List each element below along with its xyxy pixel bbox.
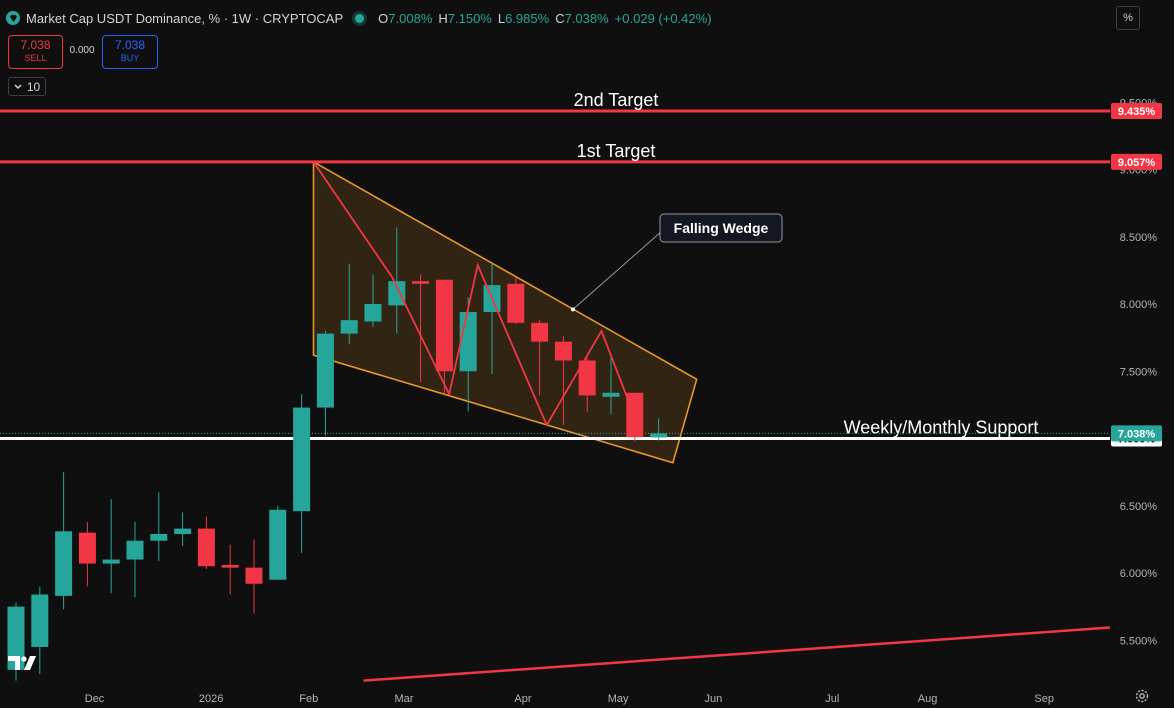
candle-body[interactable] bbox=[55, 531, 73, 596]
candle-body[interactable] bbox=[197, 528, 215, 567]
candle-body[interactable] bbox=[554, 341, 572, 361]
falling-wedge-channel bbox=[312, 160, 698, 464]
buy-label: BUY bbox=[120, 53, 140, 63]
x-tick-label: Jun bbox=[704, 693, 722, 705]
open-value: 7.008% bbox=[388, 10, 433, 26]
high-label: H bbox=[438, 10, 448, 26]
candle-body[interactable] bbox=[245, 567, 263, 584]
level-label: 1st Target bbox=[577, 141, 656, 161]
callout-anchor bbox=[570, 307, 575, 312]
candle-body[interactable] bbox=[435, 279, 453, 372]
logo-icon bbox=[6, 11, 20, 25]
buy-price: 7.038 bbox=[114, 38, 146, 52]
candle-body[interactable] bbox=[78, 532, 96, 564]
y-tick-label: 6.000% bbox=[1120, 568, 1158, 580]
candle-body[interactable] bbox=[388, 281, 406, 306]
close-value: 7.038% bbox=[564, 10, 609, 26]
price-tag-label: 9.057% bbox=[1118, 157, 1156, 169]
sell-label: SELL bbox=[24, 53, 47, 63]
candle-body[interactable] bbox=[340, 320, 358, 334]
price-tag bbox=[1111, 153, 1162, 170]
chevron-down-icon bbox=[14, 83, 22, 89]
low-value: 6.985% bbox=[505, 10, 550, 26]
tradingview-logo-icon bbox=[8, 656, 36, 670]
price-tag bbox=[1111, 425, 1162, 442]
sell-price: 7.038 bbox=[20, 38, 51, 52]
candle-body[interactable] bbox=[316, 333, 334, 408]
candle-body[interactable] bbox=[150, 533, 168, 541]
interval-dropdown[interactable]: 10 bbox=[8, 77, 46, 96]
sell-button[interactable]: 7.038 SELL bbox=[8, 35, 63, 69]
y-tick-label: 8.500% bbox=[1120, 232, 1158, 244]
price-tag-label: 9.435% bbox=[1118, 106, 1156, 118]
x-tick-label: Jul bbox=[825, 693, 839, 705]
x-tick-label: May bbox=[608, 693, 629, 705]
price-tag-label: 7.038% bbox=[1118, 428, 1156, 440]
candle-body[interactable] bbox=[174, 528, 192, 534]
candle-body[interactable] bbox=[650, 433, 668, 438]
y-tick-label: 7.500% bbox=[1120, 366, 1158, 378]
callout-box[interactable] bbox=[659, 213, 783, 243]
wedge-zigzag bbox=[312, 161, 643, 437]
candle-body[interactable] bbox=[507, 283, 525, 323]
callout-label: Falling Wedge bbox=[674, 220, 769, 236]
callout-line bbox=[572, 230, 663, 310]
close-label: C bbox=[555, 10, 565, 26]
candle-body[interactable] bbox=[459, 312, 477, 372]
x-tick-label: Aug bbox=[918, 693, 938, 705]
candle-body[interactable] bbox=[102, 559, 120, 564]
candle-body[interactable] bbox=[31, 594, 49, 647]
buy-button[interactable]: 7.038 BUY bbox=[102, 35, 158, 69]
candle-body[interactable] bbox=[578, 360, 596, 396]
change-value: +0.029 (+0.42%) bbox=[614, 10, 712, 26]
level-label: Weekly/Monthly Support bbox=[844, 418, 1039, 438]
rising-trendline bbox=[363, 625, 1121, 682]
y-tick-label: 6.500% bbox=[1120, 501, 1158, 513]
candle-body[interactable] bbox=[269, 509, 287, 580]
interval-value: 10 bbox=[26, 79, 41, 94]
x-tick-label: 2026 bbox=[199, 693, 223, 705]
high-value: 7.150% bbox=[447, 10, 492, 26]
open-label: O bbox=[378, 10, 389, 26]
x-tick-label: Apr bbox=[514, 693, 531, 705]
candle-body[interactable] bbox=[602, 392, 620, 397]
percent-scale-button[interactable]: % bbox=[1116, 6, 1140, 30]
candle-body[interactable] bbox=[221, 564, 239, 568]
x-tick-label: Sep bbox=[1034, 693, 1054, 705]
y-tick-label: 5.500% bbox=[1120, 635, 1158, 647]
low-label: L bbox=[497, 10, 506, 26]
spread-value: 0.000 bbox=[69, 45, 95, 56]
x-tick-label: Feb bbox=[299, 693, 318, 705]
chart-header: Market Cap USDT Dominance, % · 1W · CRYP… bbox=[6, 8, 712, 28]
candle-body[interactable] bbox=[412, 281, 430, 284]
candle-body[interactable] bbox=[364, 304, 382, 322]
y-tick-label: 8.000% bbox=[1120, 299, 1158, 311]
candle-body[interactable] bbox=[293, 407, 311, 512]
market-status-dot bbox=[355, 13, 365, 23]
x-tick-label: Mar bbox=[394, 693, 413, 705]
candle-body[interactable] bbox=[7, 606, 25, 670]
x-tick-label: Dec bbox=[85, 693, 105, 705]
level-label: 2nd Target bbox=[574, 90, 659, 110]
candle-body[interactable] bbox=[126, 540, 144, 560]
price-tag bbox=[1111, 102, 1162, 119]
symbol-title[interactable]: Market Cap USDT Dominance, % · 1W · CRYP… bbox=[26, 10, 344, 26]
candle-body[interactable] bbox=[531, 322, 549, 342]
settings-gear-icon[interactable] bbox=[1134, 688, 1150, 704]
